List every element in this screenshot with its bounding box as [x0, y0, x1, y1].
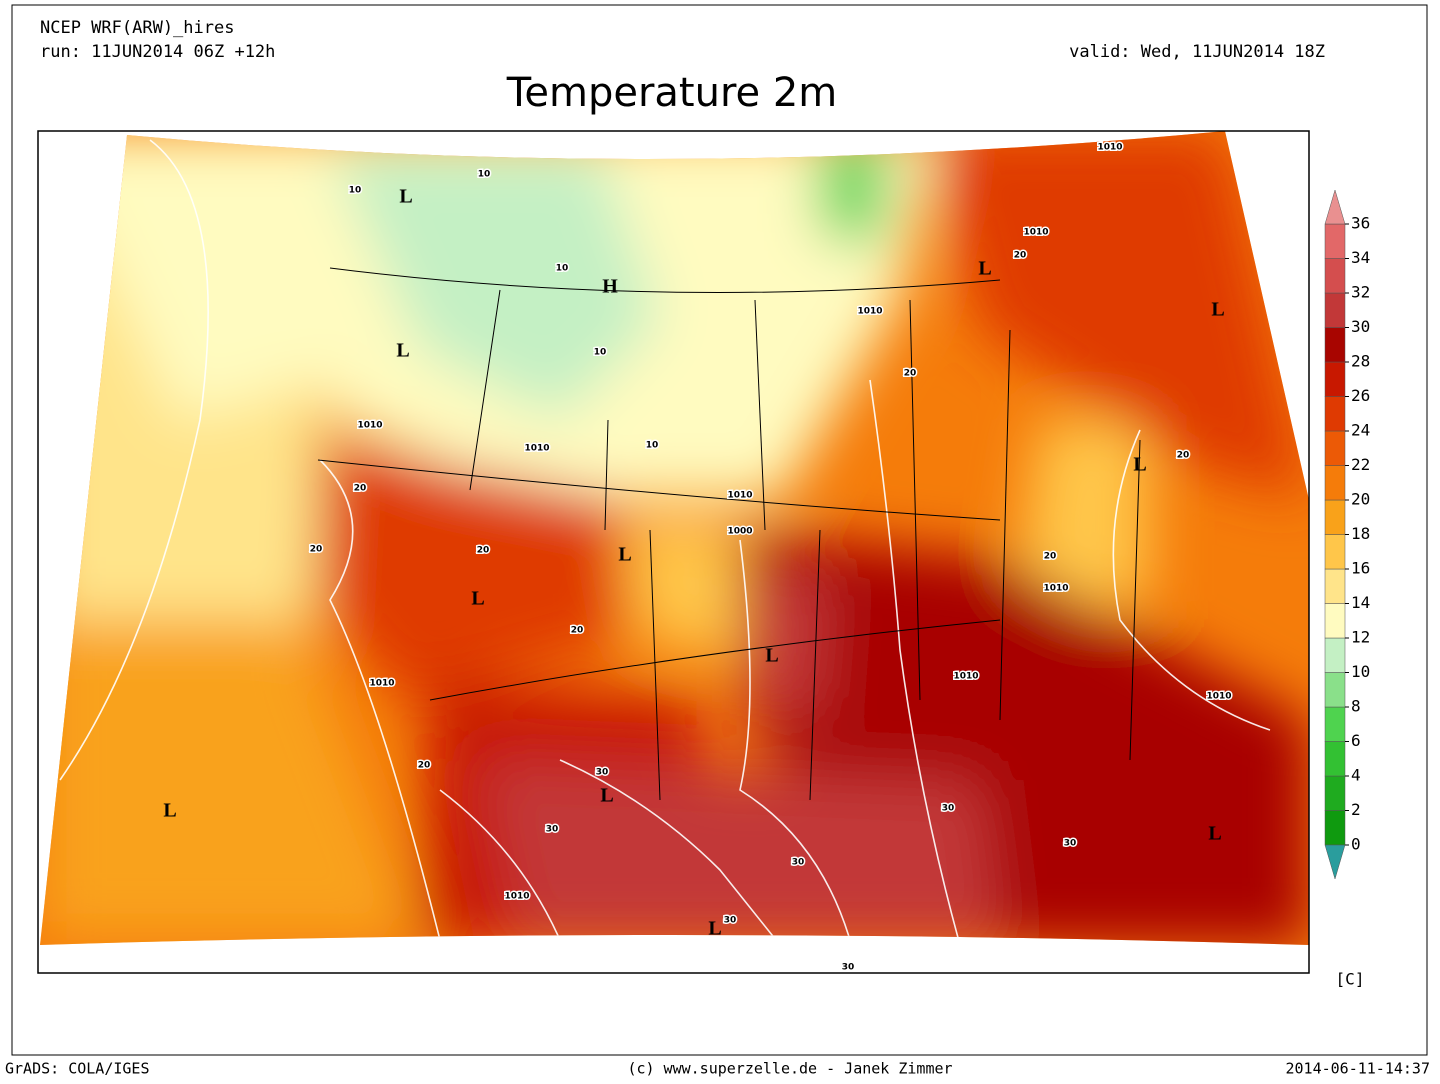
colorbar-box [1324, 258, 1346, 294]
pressure-center: L [1133, 454, 1146, 476]
colorbar-tick-label: 12 [1351, 628, 1370, 647]
contour-label: 20 [310, 545, 323, 555]
colorbar-tick-label: 36 [1351, 214, 1370, 233]
colorbar-box [1324, 396, 1346, 432]
footer-right: 2014-06-11-14:37 [1286, 1060, 1431, 1078]
contour-label: 20 [1177, 451, 1190, 461]
contour-label: 1010 [727, 491, 752, 501]
contour-label: 1010 [1023, 228, 1048, 238]
colorbar-box [1324, 292, 1346, 328]
colorbar-tick-label: 16 [1351, 559, 1370, 578]
contour-label: 20 [571, 626, 584, 636]
colorbar-tick-label: 0 [1351, 835, 1361, 854]
pressure-center: L [396, 340, 409, 362]
colorbar-box [1324, 430, 1346, 466]
contour-label: 1010 [504, 892, 529, 902]
valid-time: valid: Wed, 11JUN2014 18Z [1069, 42, 1325, 62]
contour-label: 1010 [1097, 143, 1122, 153]
colorbar-tick-label: 18 [1351, 524, 1370, 543]
colorbar-box [1324, 534, 1346, 570]
contour-label: 1010 [953, 672, 978, 682]
colorbar-box [1324, 568, 1346, 604]
colorbar-tick-label: 6 [1351, 731, 1361, 750]
pressure-center: L [163, 800, 176, 822]
colorbar-under [1324, 844, 1346, 880]
colorbar-tick-label: 32 [1351, 283, 1370, 302]
colorbar-box [1324, 637, 1346, 673]
contour-label: 20 [418, 761, 431, 771]
contour-label: 30 [842, 963, 855, 973]
pressure-center: L [708, 918, 721, 940]
pressure-center: L [978, 258, 991, 280]
contour-label: 20 [354, 484, 367, 494]
colorbar-tick-label: 10 [1351, 662, 1370, 681]
colorbar-box [1324, 706, 1346, 742]
temperature-field [40, 131, 1309, 945]
colorbar-box [1324, 741, 1346, 777]
footer-center: (c) www.superzelle.de - Janek Zimmer [627, 1060, 952, 1078]
contour-label: 30 [942, 804, 955, 814]
contour-label: 10 [556, 264, 569, 274]
contour-label: 30 [546, 825, 559, 835]
colorbar-tick-label: 14 [1351, 593, 1370, 612]
contour-label: 20 [904, 369, 917, 379]
pressure-center: L [600, 785, 613, 807]
colorbar-tick-label: 34 [1351, 248, 1370, 267]
contour-label: 10 [349, 186, 362, 196]
state-borders [317, 267, 1141, 801]
colorbar-tick-label: 30 [1351, 317, 1370, 336]
contour-label: 10 [478, 170, 491, 180]
colorbar-tick-label: 8 [1351, 697, 1361, 716]
contour-label: 30 [792, 858, 805, 868]
colorbar-tick-label: 2 [1351, 800, 1361, 819]
unit-label: [C] [1336, 970, 1365, 989]
model-name: NCEP WRF(ARW)_hires [40, 18, 234, 38]
pressure-center: L [1208, 823, 1221, 845]
contour-label: 30 [1064, 839, 1077, 849]
colorbar-box [1324, 672, 1346, 708]
colorbar-box [1324, 327, 1346, 363]
colorbar-box [1324, 603, 1346, 639]
run-time: run: 11JUN2014 06Z +12h [40, 42, 275, 62]
pressure-center: H [602, 276, 618, 298]
pressure-center: L [1211, 299, 1224, 321]
colorbar-tick-label: 20 [1351, 490, 1370, 509]
contour-label: 1000 [727, 527, 752, 537]
colorbar-tick-label: 4 [1351, 766, 1361, 785]
colorbar-box [1324, 775, 1346, 811]
contour-label: 30 [724, 916, 737, 926]
map-border [37, 130, 1310, 974]
pressure-center: L [471, 588, 484, 610]
colorbar-box [1324, 361, 1346, 397]
contour-label: 10 [594, 348, 607, 358]
colorbar-box [1324, 810, 1346, 846]
colorbar-tick-label: 22 [1351, 455, 1370, 474]
colorbar-over [1324, 189, 1346, 225]
colorbar-tick-label: 28 [1351, 352, 1370, 371]
colorbar-box [1324, 499, 1346, 535]
contour-label: 20 [477, 546, 490, 556]
contour-label: 1010 [1043, 584, 1068, 594]
map-title: Temperature 2m [506, 70, 838, 116]
contour-label: 20 [1044, 552, 1057, 562]
pressure-center: L [618, 544, 631, 566]
contour-label: 1010 [369, 679, 394, 689]
colorbar-box [1324, 465, 1346, 501]
colorbar-tick-label: 26 [1351, 386, 1370, 405]
pressure-center: L [399, 186, 412, 208]
contour-label: 1010 [1206, 692, 1231, 702]
contour-label: 1010 [857, 307, 882, 317]
contour-label: 20 [1014, 251, 1027, 261]
footer-left: GrADS: COLA/IGES [5, 1060, 150, 1078]
frame [11, 4, 1428, 1056]
colorbar-box [1324, 223, 1346, 259]
contour-label: 1010 [357, 421, 382, 431]
contour-label: 10 [646, 441, 659, 451]
contour-label: 1010 [524, 444, 549, 454]
pressure-center: L [765, 645, 778, 667]
colorbar-tick-label: 24 [1351, 421, 1370, 440]
contour-label: 30 [596, 768, 609, 778]
